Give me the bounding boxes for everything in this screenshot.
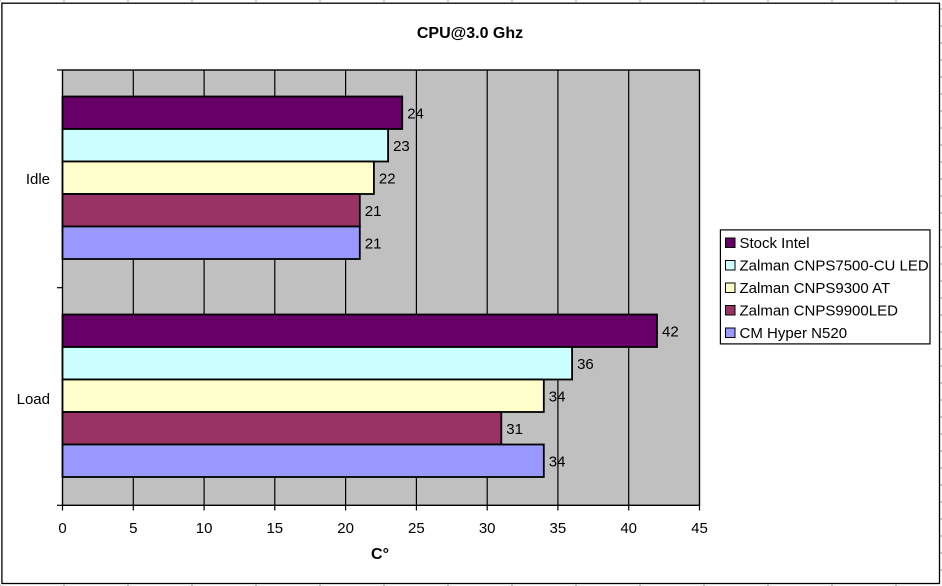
svg-text:42: 42: [662, 323, 679, 340]
svg-text:Zalman CNPS9300 AT: Zalman CNPS9300 AT: [740, 280, 891, 297]
svg-text:Zalman CNPS9900LED: Zalman CNPS9900LED: [740, 303, 899, 320]
svg-text:21: 21: [365, 235, 382, 252]
svg-text:40: 40: [620, 520, 637, 537]
svg-text:23: 23: [393, 138, 410, 155]
svg-text:CPU@3.0 Ghz: CPU@3.0 Ghz: [417, 25, 523, 42]
svg-text:Zalman CNPS7500-CU LED: Zalman CNPS7500-CU LED: [740, 258, 929, 275]
svg-text:31: 31: [506, 421, 523, 438]
svg-text:CM Hyper N520: CM Hyper N520: [740, 325, 848, 342]
svg-text:20: 20: [337, 520, 354, 537]
svg-text:0: 0: [58, 520, 66, 537]
svg-text:30: 30: [479, 520, 496, 537]
svg-text:34: 34: [549, 453, 566, 470]
svg-text:C°: C°: [371, 546, 389, 563]
svg-text:Idle: Idle: [26, 171, 50, 188]
svg-text:Stock Intel: Stock Intel: [740, 235, 810, 252]
svg-text:45: 45: [691, 520, 708, 537]
svg-text:24: 24: [407, 105, 424, 122]
svg-text:22: 22: [379, 170, 396, 187]
svg-text:5: 5: [129, 520, 137, 537]
svg-text:15: 15: [266, 520, 283, 537]
svg-text:35: 35: [550, 520, 567, 537]
svg-text:25: 25: [408, 520, 425, 537]
svg-text:10: 10: [196, 520, 213, 537]
svg-text:34: 34: [549, 388, 566, 405]
svg-text:36: 36: [577, 356, 594, 373]
svg-text:21: 21: [365, 203, 382, 220]
svg-text:Load: Load: [17, 391, 50, 408]
